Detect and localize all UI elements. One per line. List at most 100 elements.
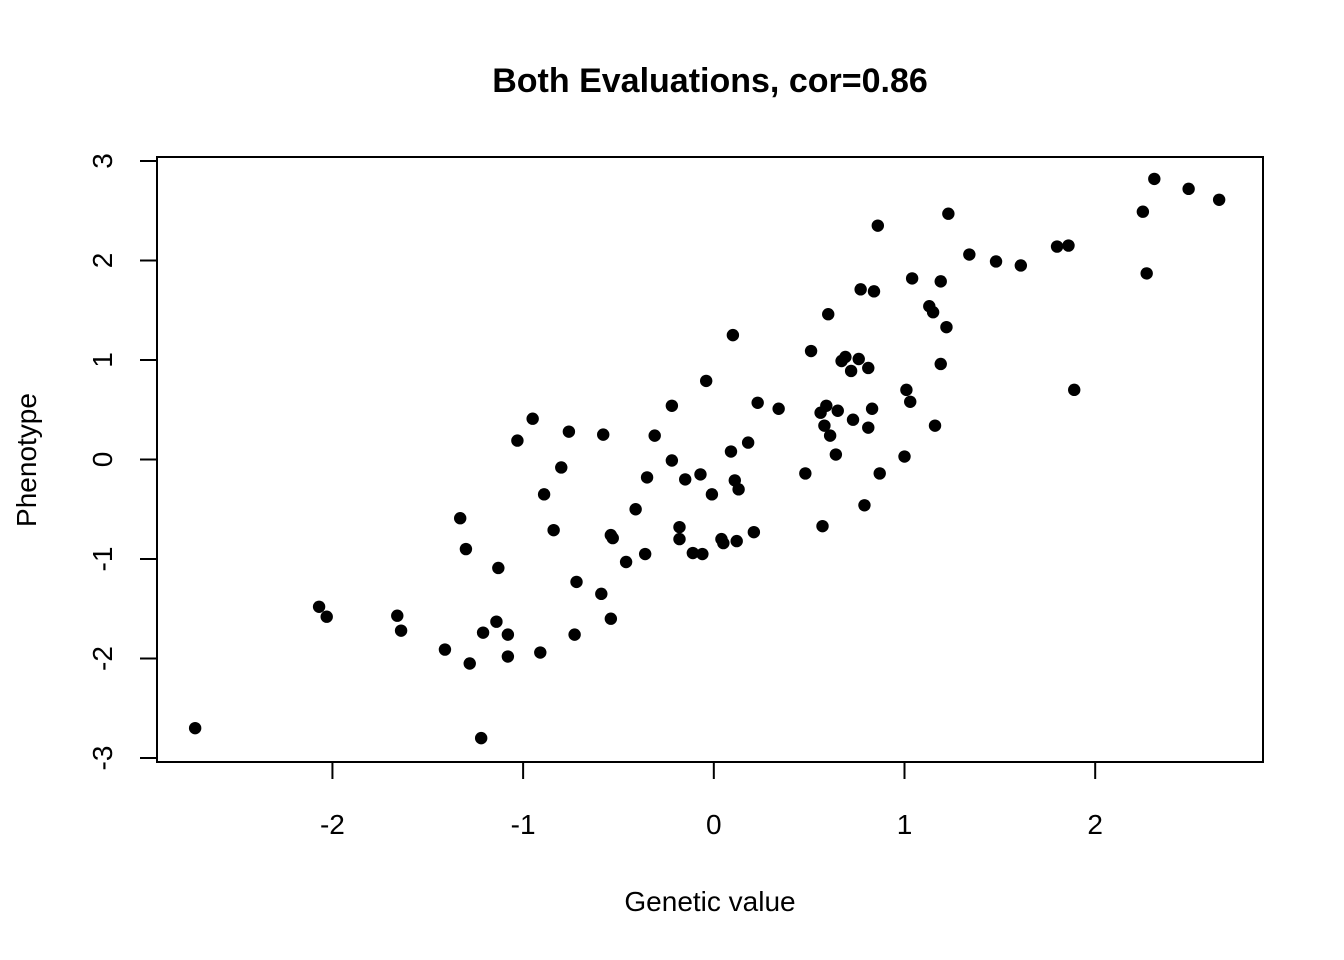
- data-point: [463, 657, 476, 670]
- y-tick-label: -3: [87, 746, 118, 771]
- data-point: [490, 615, 503, 628]
- data-point: [476, 626, 490, 639]
- data-point: [900, 383, 913, 397]
- data-point: [862, 421, 875, 434]
- data-point: [562, 425, 576, 438]
- data-point: [1062, 239, 1075, 252]
- data-point: [604, 612, 618, 625]
- data-point: [679, 473, 692, 486]
- data-point: [188, 721, 202, 735]
- y-tick-label: 2: [87, 253, 118, 269]
- y-tick-label: 1: [87, 352, 118, 368]
- y-tick-label: 0: [87, 452, 118, 468]
- data-point: [905, 272, 919, 285]
- data-point: [555, 461, 568, 474]
- data-point: [858, 499, 871, 512]
- data-point: [1182, 182, 1195, 196]
- data-point: [547, 523, 560, 537]
- x-tick-label: 2: [1087, 809, 1103, 840]
- data-point: [534, 646, 547, 659]
- data-point: [492, 561, 505, 575]
- data-point: [459, 542, 473, 556]
- data-point: [537, 488, 551, 501]
- data-point: [595, 587, 608, 601]
- data-point: [696, 547, 709, 561]
- data-point: [1148, 172, 1161, 186]
- x-tick-label: 0: [706, 809, 722, 840]
- data-point: [320, 610, 333, 623]
- data-point: [732, 483, 745, 496]
- data-point: [638, 547, 652, 561]
- data-point: [904, 395, 917, 408]
- x-axis-label: Genetic value: [624, 886, 795, 917]
- data-point: [1212, 193, 1226, 206]
- data-point: [741, 436, 755, 449]
- data-point: [751, 396, 764, 409]
- data-point: [823, 429, 837, 442]
- data-point: [394, 624, 408, 637]
- x-tick-label: -2: [320, 809, 345, 840]
- data-point: [816, 519, 829, 533]
- data-point: [686, 546, 700, 560]
- data-point: [570, 575, 583, 589]
- data-point: [942, 207, 955, 220]
- data-point: [511, 434, 524, 447]
- data-point: [772, 402, 785, 415]
- data-point: [619, 555, 633, 569]
- data-point: [673, 520, 686, 534]
- data-point: [820, 399, 833, 412]
- data-point: [1140, 267, 1153, 280]
- data-points: [188, 172, 1226, 745]
- data-point: [1014, 259, 1028, 272]
- y-tick-label: -2: [87, 646, 118, 671]
- data-point: [501, 628, 515, 641]
- y-axis: -3 -2 -1 0 1 2 3: [87, 153, 158, 771]
- data-point: [717, 536, 730, 550]
- data-point: [871, 219, 885, 232]
- data-point: [568, 628, 581, 641]
- data-point: [963, 248, 976, 261]
- data-point: [804, 344, 818, 358]
- data-point: [665, 399, 679, 412]
- data-point: [799, 467, 812, 480]
- data-point: [606, 531, 619, 545]
- y-axis-label: Phenotype: [11, 393, 42, 527]
- y-tick-label: 3: [87, 153, 118, 169]
- data-point: [724, 445, 738, 458]
- data-point: [839, 350, 852, 364]
- data-point: [928, 419, 942, 432]
- data-point: [1050, 240, 1064, 253]
- data-point: [438, 643, 452, 656]
- data-point: [391, 609, 404, 622]
- data-point: [846, 413, 860, 426]
- data-point: [989, 255, 1003, 268]
- data-point: [648, 429, 661, 442]
- data-point: [730, 534, 743, 548]
- data-point: [312, 600, 326, 613]
- data-point: [873, 467, 886, 480]
- data-point: [862, 361, 875, 375]
- data-point: [844, 364, 858, 378]
- data-point: [747, 525, 761, 539]
- data-point: [526, 412, 539, 425]
- data-point: [705, 488, 719, 501]
- data-point: [474, 731, 488, 745]
- data-point: [501, 650, 515, 663]
- x-axis: -2 -1 0 1 2: [320, 761, 1103, 840]
- data-point: [453, 512, 467, 525]
- data-point: [831, 404, 844, 417]
- data-point: [665, 454, 679, 467]
- data-point: [694, 468, 707, 481]
- data-point: [867, 285, 881, 298]
- x-tick-label: 1: [897, 809, 913, 840]
- data-point: [940, 320, 953, 334]
- data-point: [926, 306, 940, 319]
- data-point: [852, 352, 865, 366]
- data-point: [1136, 205, 1150, 218]
- data-point: [898, 450, 911, 463]
- data-point: [934, 275, 947, 288]
- y-tick-label: -1: [87, 547, 118, 572]
- x-tick-label: -1: [511, 809, 536, 840]
